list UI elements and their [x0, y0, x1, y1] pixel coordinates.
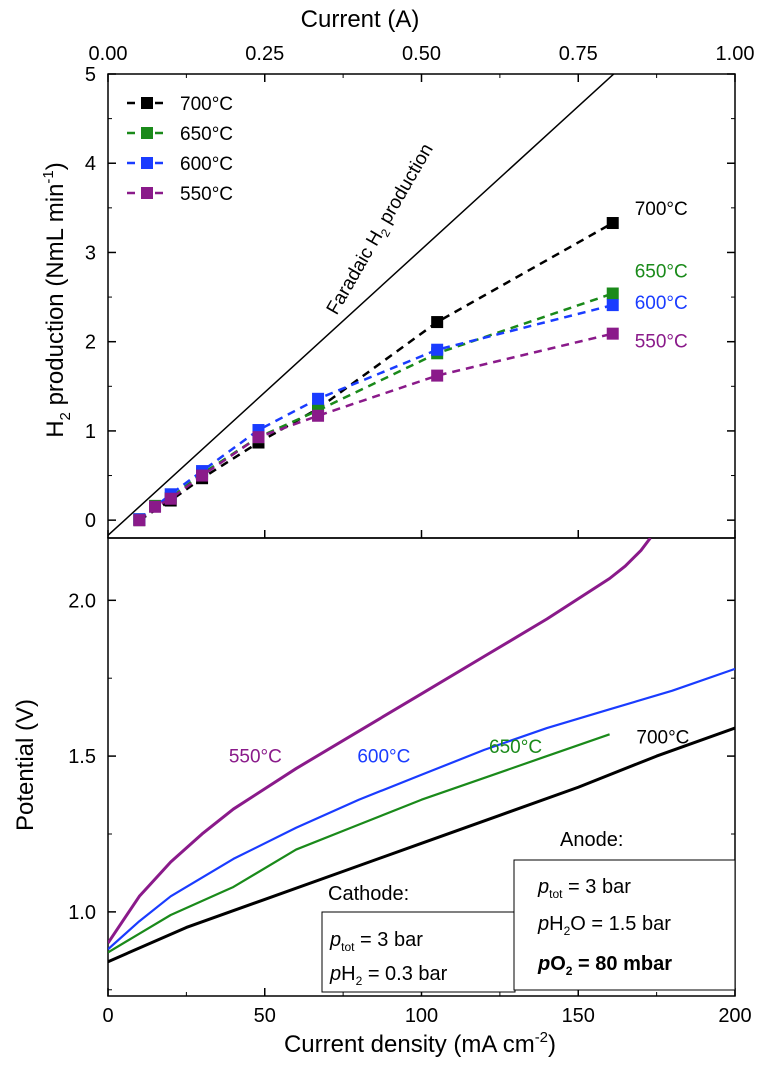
- legend-label: 600°C: [180, 154, 233, 175]
- cathode-ptot: ptot = 3 bar: [329, 929, 423, 954]
- data-point: [312, 409, 325, 422]
- legend-label: 650°C: [180, 124, 233, 145]
- bottom-plot-area: [108, 538, 735, 964]
- anode-box: Anode: ptot = 3 bar pH2O = 1.5 bar pO2 =…: [513, 829, 736, 991]
- bottom-plot: 0 50 100 150 200 1.0 1.5 2.0 550°C 600°C 650°C 700°…: [68, 538, 752, 1027]
- top-axis-tick-label: 0.00: [89, 43, 128, 65]
- data-point: [252, 431, 265, 444]
- data-point: [133, 514, 146, 527]
- top-y-tick-label: 3: [85, 242, 96, 264]
- curve-label: 550°C: [229, 746, 282, 767]
- series-end-label: 600°C: [635, 293, 688, 314]
- series-line-650°C: [138, 292, 614, 521]
- top-y-tick-label: 1: [85, 421, 96, 443]
- bottom-y-tick-label: 2.0: [68, 590, 96, 612]
- legend-label: 700°C: [180, 94, 233, 115]
- anode-po2: pO2 = 80 mbar: [537, 953, 672, 978]
- data-point: [431, 343, 444, 356]
- top-y-tick-label: 0: [85, 510, 96, 532]
- bottom-x-axis-label: Current density (mA cm-2): [284, 1029, 556, 1058]
- series-line-550°C: [138, 332, 614, 522]
- top-y-tick-label: 5: [85, 64, 96, 86]
- top-axis-tick-label: 0.50: [402, 43, 441, 65]
- potential-curve-650°C: [108, 733, 610, 954]
- potential-curve-600°C: [108, 667, 735, 951]
- series-line-600°C: [138, 303, 614, 521]
- data-point: [606, 327, 619, 340]
- top-plot-area: [108, 74, 619, 536]
- curve-label: 600°C: [357, 746, 410, 767]
- legend-marker: [141, 187, 153, 199]
- series-end-label: 650°C: [635, 262, 688, 283]
- series-line-700°C: [138, 221, 614, 522]
- data-point: [606, 217, 619, 230]
- data-point: [196, 469, 209, 482]
- cathode-box: Cathode: ptot = 3 bar pH2 = 0.3 bar: [321, 883, 516, 993]
- bottom-x-tick-label: 200: [718, 1005, 751, 1027]
- data-point: [149, 500, 162, 513]
- data-point: [164, 492, 177, 505]
- legend-label: 550°C: [180, 184, 233, 205]
- anode-ptot: ptot = 3 bar: [537, 876, 631, 901]
- anode-box-frame: [513, 859, 736, 991]
- data-point: [312, 392, 325, 405]
- top-axis-tick-label: 0.25: [245, 43, 284, 65]
- series-end-label: 700°C: [635, 199, 688, 220]
- top-axis-tick-label: 1.00: [716, 43, 755, 65]
- potential-curve-550°C: [108, 538, 652, 944]
- top-axis-title: Current (A): [301, 6, 420, 33]
- series-end-label: 550°C: [635, 332, 688, 353]
- top-plot: 0 1 2 3 4 50.00 0.25 0.50 0.75 1.00 700°C 700°C 650°…: [85, 43, 755, 538]
- anode-ph2o: pH2O = 1.5 bar: [537, 913, 671, 938]
- cathode-title: Cathode:: [328, 883, 409, 905]
- legend-marker: [141, 127, 153, 139]
- data-point: [431, 369, 444, 382]
- bottom-x-tick-label: 50: [254, 1005, 276, 1027]
- legend-marker: [141, 97, 153, 109]
- data-point: [252, 424, 265, 437]
- bottom-y-tick-label: 1.5: [68, 746, 96, 768]
- top-y-axis-label: H2 production (NmL min-1): [40, 162, 74, 438]
- cathode-ph2: pH2 = 0.3 bar: [329, 963, 448, 988]
- potential-curve-700°C: [108, 726, 735, 964]
- faradaic-line: [108, 74, 615, 536]
- top-y-tick-label: 4: [85, 153, 96, 175]
- cathode-box-frame: [321, 911, 516, 993]
- anode-title: Anode:: [560, 829, 623, 851]
- faradaic-line-label: Faradaic H2 production: [323, 140, 441, 320]
- bottom-y-axis-label: Potential (V): [12, 699, 39, 831]
- bottom-x-tick-label: 150: [562, 1005, 595, 1027]
- curve-label: 700°C: [636, 728, 689, 749]
- top-axis-tick-label: 0.75: [559, 43, 598, 65]
- data-point: [606, 299, 619, 312]
- bottom-x-tick-label: 0: [102, 1005, 113, 1027]
- bottom-x-tick-label: 100: [405, 1005, 438, 1027]
- legend-marker: [141, 157, 153, 169]
- top-y-tick-label: 2: [85, 332, 96, 354]
- curve-label: 650°C: [489, 737, 542, 758]
- data-point: [431, 316, 444, 329]
- bottom-y-tick-label: 1.0: [68, 902, 96, 924]
- data-point: [606, 287, 619, 300]
